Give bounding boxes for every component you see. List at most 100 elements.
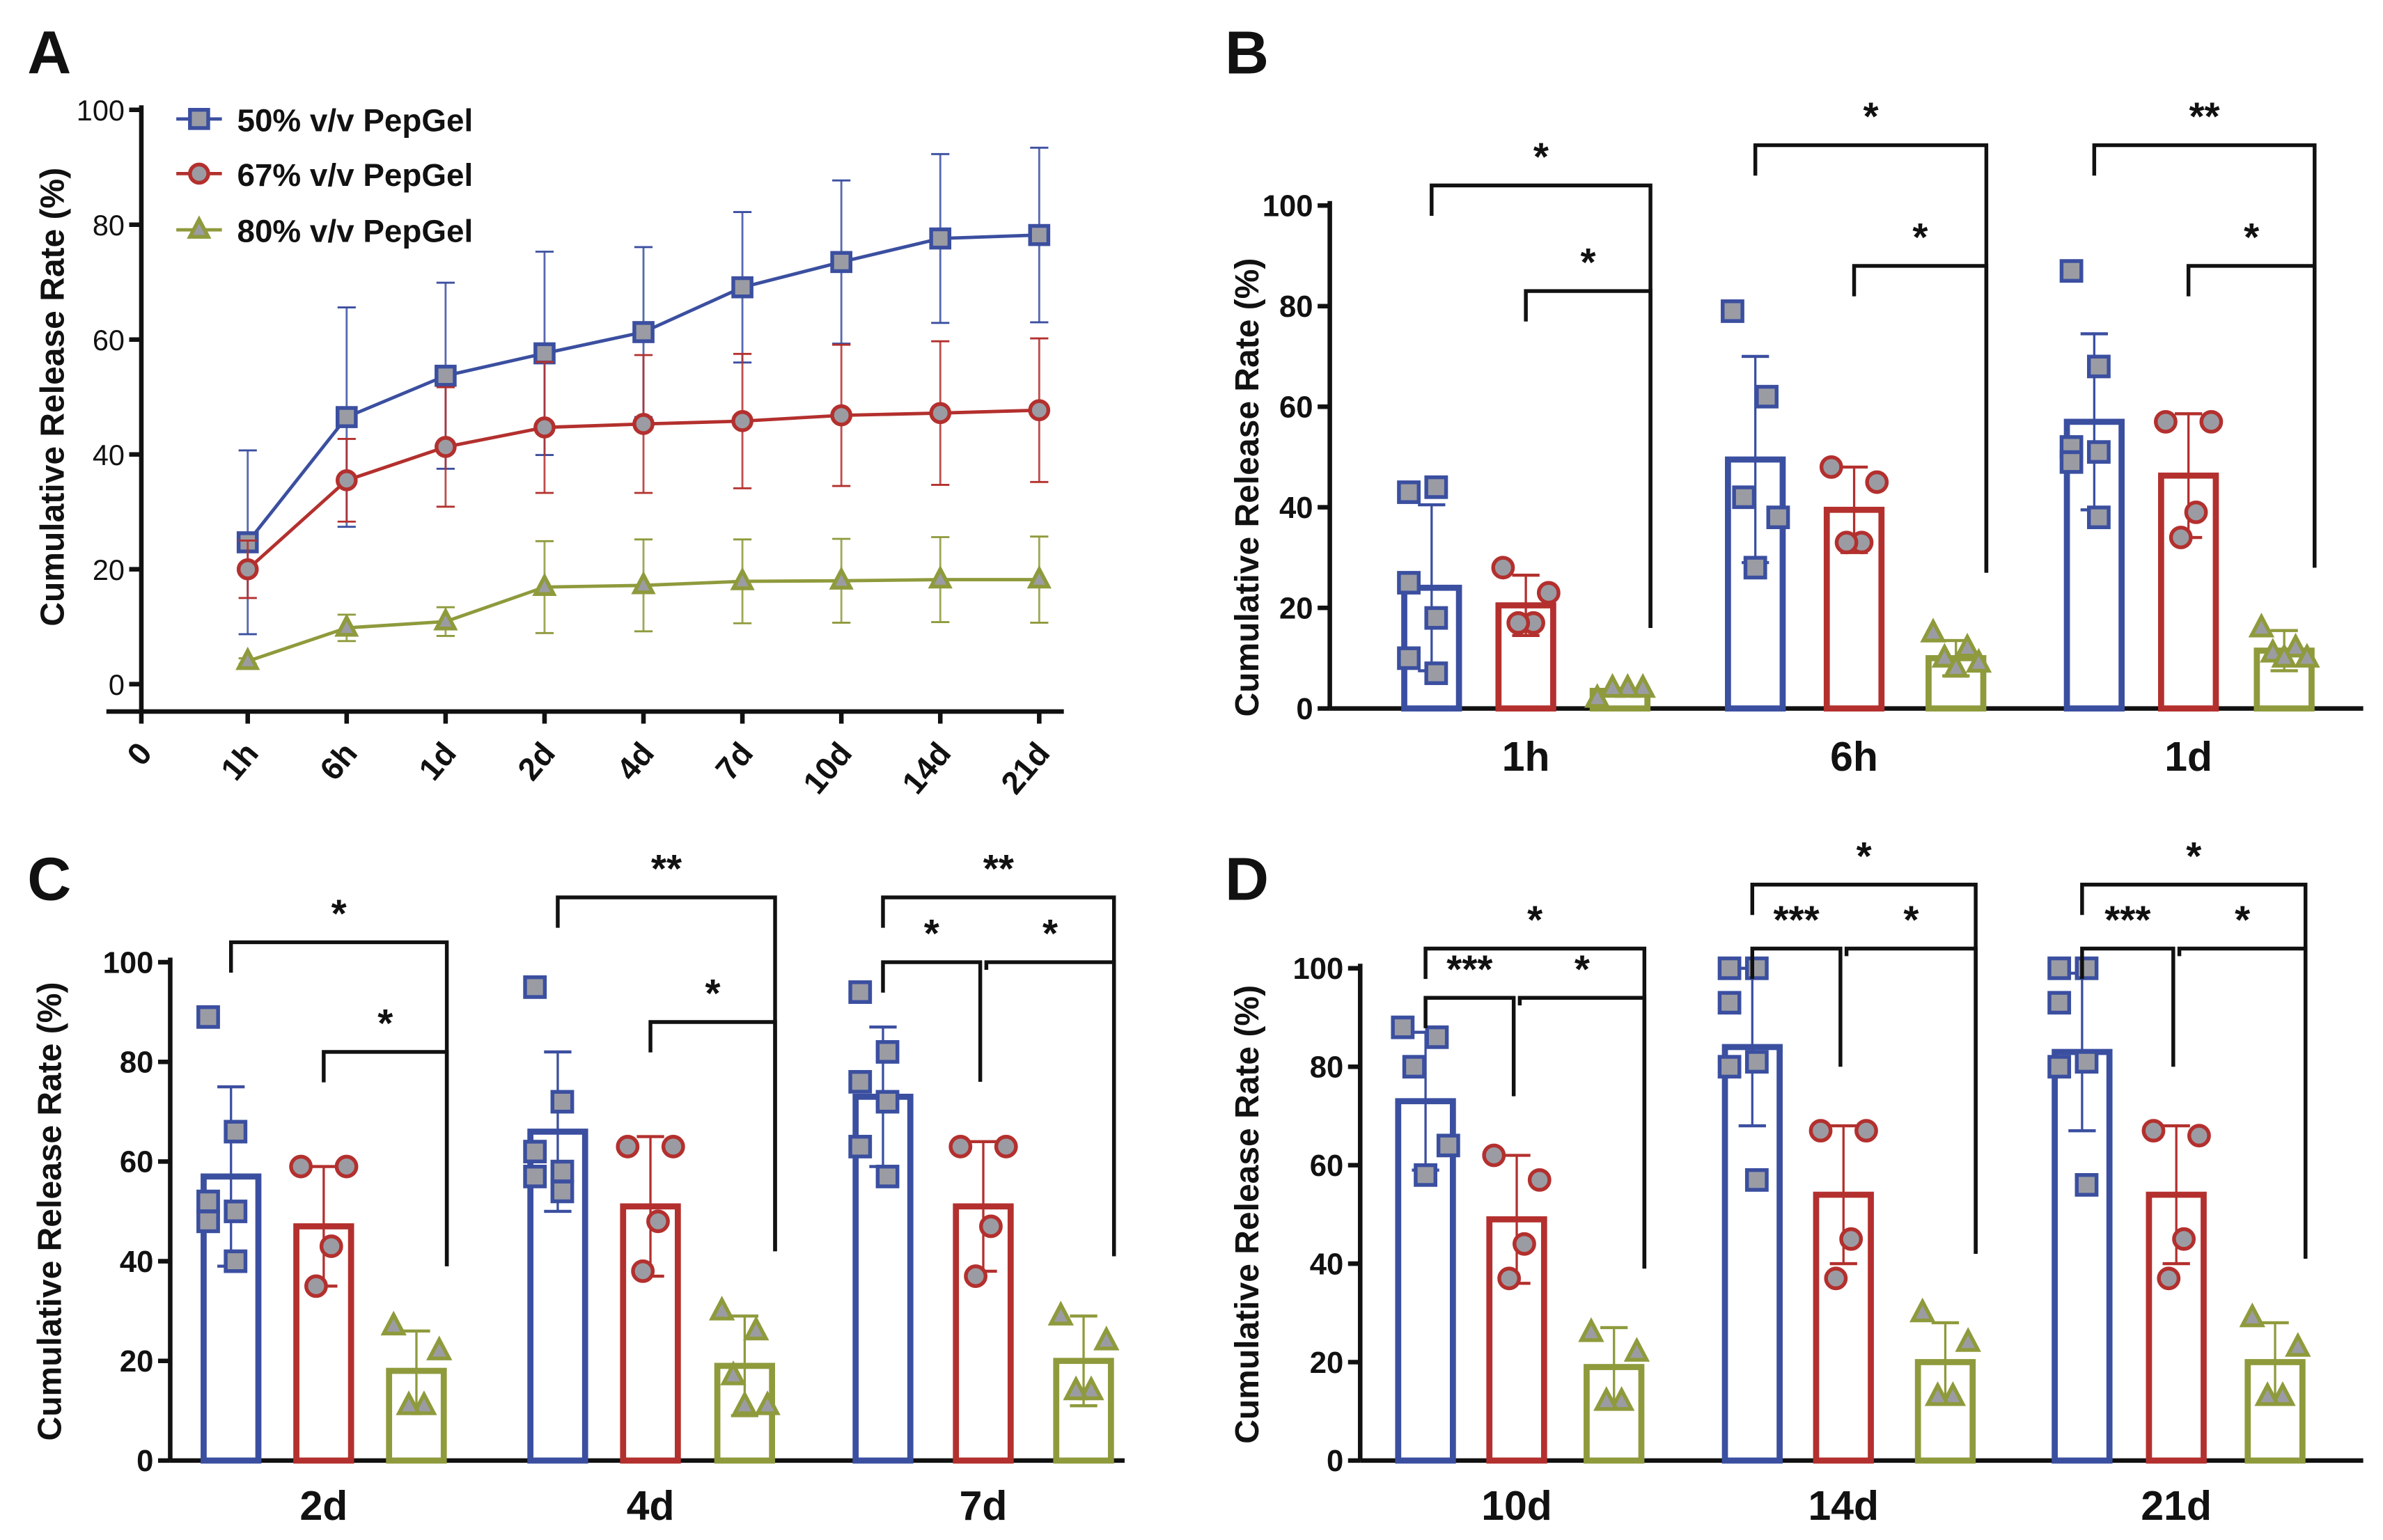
data-point <box>632 321 655 343</box>
group-10d: 10d**** * <box>1391 899 1650 1529</box>
y-tick-label: 20 <box>93 553 125 586</box>
significance-label: * <box>1863 95 1879 139</box>
data-point <box>1063 1375 1089 1401</box>
data-point <box>1497 1266 1522 1291</box>
data-point <box>1854 1119 1878 1143</box>
group-21d: 21d**** * <box>2047 835 2311 1529</box>
data-point <box>1424 475 1448 499</box>
x-category-label: 2d <box>299 1484 347 1529</box>
data-point <box>1623 1337 1650 1362</box>
data-point <box>730 567 755 590</box>
legend-label: 67% v/v PepGel <box>237 157 473 193</box>
data-point <box>2059 450 2084 474</box>
y-tick-label: 0 <box>109 668 125 701</box>
y-tick-label: 20 <box>120 1344 154 1378</box>
group-2d: 2d * * <box>196 893 453 1529</box>
panel-d: 0 20 40 60 80 100 Cumulative Release Rate (%) D… <box>1225 835 2364 1529</box>
data-point <box>964 1264 988 1288</box>
significance-label: * <box>1575 948 1591 991</box>
data-point <box>1924 1381 1951 1406</box>
data-point <box>1047 1301 1075 1326</box>
y-tick-label: 100 <box>77 94 125 127</box>
data-point <box>848 980 873 1004</box>
data-point <box>433 606 458 631</box>
significance-bracket <box>1852 264 1989 573</box>
data-point <box>1931 643 1958 668</box>
data-point <box>196 1005 220 1029</box>
data-point <box>1599 673 1626 698</box>
data-point <box>2248 613 2275 638</box>
data-point <box>533 416 556 439</box>
data-point <box>1755 384 1779 409</box>
data-point <box>2157 1266 2181 1291</box>
group-7d: 7d*** * <box>848 847 1120 1529</box>
significance-label: * <box>924 912 940 956</box>
significance-bracket <box>2080 946 2175 1067</box>
data-point <box>1744 956 1769 980</box>
data-point <box>533 342 556 365</box>
group-1h: 1h * * <box>1397 136 1656 780</box>
data-point <box>631 1259 655 1283</box>
significance-bracket <box>2186 264 2317 568</box>
y-tick-label: 80 <box>1279 290 1313 324</box>
data-point <box>1824 1266 1848 1291</box>
panel-label: B <box>1225 19 1269 86</box>
data-point <box>1397 480 1421 504</box>
significance-bracket <box>881 960 983 1082</box>
data-point <box>1743 556 1767 580</box>
x-tick-label: 6h <box>313 736 364 787</box>
data-point <box>875 1090 900 1114</box>
data-point <box>1839 1227 1864 1251</box>
data-point <box>928 565 953 589</box>
y-tick-label: 80 <box>93 209 125 242</box>
data-point <box>1744 1050 1769 1074</box>
data-point <box>1026 565 1052 589</box>
data-point <box>532 572 557 596</box>
data-point <box>2047 991 2072 1015</box>
data-point <box>1965 647 1992 673</box>
y-tick-label: 40 <box>120 1245 154 1279</box>
data-point <box>1527 1168 1552 1192</box>
data-point <box>1920 618 1946 643</box>
data-point <box>1955 1327 1981 1352</box>
significance-label: ** <box>983 847 1015 891</box>
data-point <box>708 1296 735 1321</box>
panel-label: A <box>27 19 71 86</box>
significance-label: *** <box>1773 899 1820 943</box>
y-axis-title: Cumulative Release Rate (%) <box>1229 258 1266 717</box>
data-point <box>720 1360 747 1385</box>
data-point <box>1939 1381 1967 1406</box>
data-point <box>1513 1232 1536 1256</box>
data-point <box>1482 1143 1506 1168</box>
series-2 <box>235 535 1052 670</box>
x-tick-label: 7d <box>709 736 760 787</box>
significance-label: * <box>1581 241 1597 285</box>
significance-label: * <box>331 893 347 936</box>
data-point <box>754 1390 781 1415</box>
significance-label: * <box>2244 216 2260 260</box>
data-point <box>2075 1173 2099 1197</box>
panel-label: D <box>1225 846 1269 913</box>
data-point <box>929 402 952 425</box>
x-tick-label: 10d <box>796 736 859 801</box>
data-point <box>2294 643 2320 668</box>
x-tick-label: 21d <box>994 736 1057 801</box>
data-point <box>661 1135 685 1158</box>
significance-bracket <box>556 895 777 1252</box>
data-point <box>1865 470 1889 494</box>
data-point <box>1536 581 1561 605</box>
y-tick-label: 80 <box>1310 1050 1344 1084</box>
data-point <box>1078 1375 1104 1401</box>
data-point <box>2254 1381 2281 1406</box>
data-point <box>2199 409 2224 434</box>
data-point <box>1732 485 1756 510</box>
significance-label: * <box>1042 912 1058 956</box>
data-point <box>335 469 358 492</box>
x-category-label: 6h <box>1830 734 1878 780</box>
data-point <box>1391 1015 1415 1039</box>
data-point <box>550 1159 575 1184</box>
x-tick-label: 14d <box>896 736 958 801</box>
data-point <box>1717 991 1742 1015</box>
data-point <box>646 1209 670 1234</box>
panel-b: 0 20 40 60 80 100 Cumulative Release Rate (%) B… <box>1225 19 2364 780</box>
